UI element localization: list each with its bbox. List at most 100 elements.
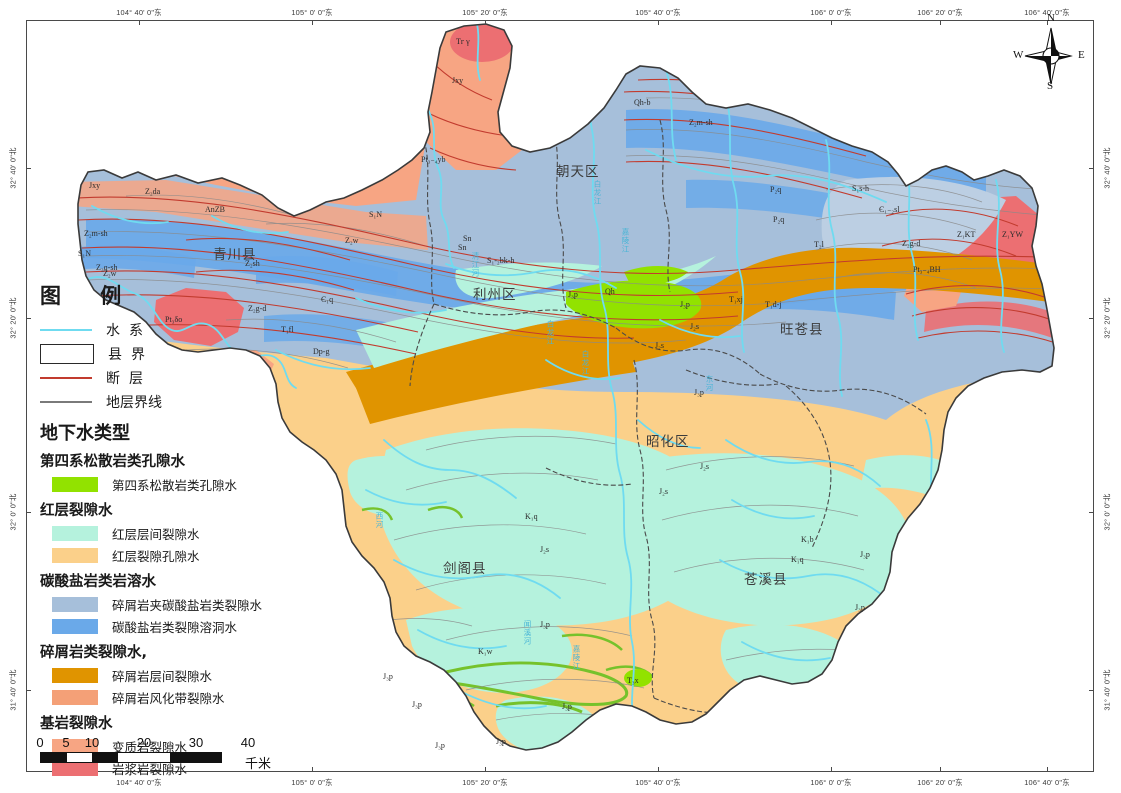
graticule-top-label-4: 106° 0' 0"东 — [810, 8, 852, 17]
scale-tick-0: 0 — [36, 735, 44, 750]
graticule-top-label-0: 104° 40' 0"东 — [116, 8, 162, 17]
scale-bar: 0 5 10 20 30 40 千米 — [36, 735, 275, 772]
legend-swatch-4-1 — [52, 760, 98, 776]
compass-w-label: W — [1013, 49, 1024, 61]
scale-segment-2 — [92, 753, 119, 762]
scale-segment-1 — [66, 753, 93, 762]
tick-left-1 — [26, 318, 31, 319]
legend-swatch-row-2-1: 碳酸盐岩类裂隙溶洞水 — [40, 616, 290, 636]
legend-swatch-3-1 — [52, 689, 98, 705]
county-boundary-layer — [409, 119, 927, 714]
tick-right-3 — [1089, 690, 1094, 691]
tick-top-0 — [139, 20, 140, 25]
tick-top-4 — [831, 20, 832, 25]
legend-swatch-2-1 — [52, 618, 98, 634]
tick-bottom-4 — [831, 767, 832, 772]
tick-bottom-1 — [312, 767, 313, 772]
tick-right-0 — [1089, 168, 1094, 169]
legend-swatch-label-1-1: 红层裂隙孔隙水 — [112, 548, 200, 564]
hydrogeological-map-canvas[interactable] — [26, 20, 1094, 772]
legend-swatch-0-0 — [52, 476, 98, 492]
legend-row-stratum-boundary: 地层界线 — [40, 391, 290, 412]
legend-swatch-4-0 — [52, 738, 98, 754]
graticule-left-label-2: 32° 0' 0"北 — [8, 493, 18, 531]
legend-row-fault: 断层 — [40, 367, 290, 388]
legend-group-heading-3: 碎屑岩类裂隙水, — [40, 645, 148, 661]
legend-title: 图 例 — [40, 284, 138, 308]
scale-bar-unit: 千米 — [245, 757, 272, 772]
compass-n-label: N — [1047, 12, 1055, 24]
graticule-right-label-3: 31° 40' 0"北 — [1102, 669, 1112, 711]
tick-top-3 — [658, 20, 659, 25]
compass-rose: N S E W — [1012, 12, 1090, 92]
legend-group-heading-2: 碳酸盐岩类岩溶水 — [40, 574, 156, 590]
legend-symbol-water-system — [40, 328, 92, 331]
graticule-bottom-label-2: 105° 20' 0"东 — [462, 778, 508, 787]
legend-swatch-row-0-0: 第四系松散岩类孔隙水 — [40, 474, 290, 494]
legend-swatch-1-0 — [52, 525, 98, 541]
map-neatline — [26, 20, 1094, 772]
scale-tick-20: 20 — [136, 735, 152, 750]
tick-right-2 — [1089, 512, 1094, 513]
graticule-top-label-2: 105° 20' 0"东 — [462, 8, 508, 17]
legend-swatch-label-3-1: 碎屑岩风化带裂隙水 — [112, 690, 225, 706]
legend-swatch-label-4-1: 岩浆岩裂隙水 — [112, 761, 188, 777]
graticule-top-label-3: 105° 40' 0"东 — [635, 8, 681, 17]
legend-swatch-row-4-1: 岩浆岩裂隙水 — [40, 758, 290, 778]
legend-swatch-3-0 — [52, 667, 98, 683]
legend-swatch-row-4-0: 变质岩裂隙水 — [40, 736, 290, 756]
legend-line-symbols: 水系 县界 断层 地层界线 — [40, 319, 290, 412]
legend-group-heading-0: 第四系松散岩类孔隙水 — [40, 454, 185, 470]
legend-swatch-label-2-0: 碎屑岩夹碳酸盐岩类裂隙水 — [112, 597, 263, 613]
water-system-layer — [85, 24, 1005, 750]
graticule-bottom-label-6: 106° 40' 0"东 — [1024, 778, 1070, 787]
city-outline — [77, 23, 1055, 751]
tick-top-6 — [1047, 20, 1048, 25]
tick-left-3 — [26, 690, 31, 691]
legend-swatch-row-3-0: 碎屑岩层间裂隙水 — [40, 665, 290, 685]
tick-bottom-0 — [139, 767, 140, 772]
legend-swatch-label-1-0: 红层层间裂隙水 — [112, 526, 200, 542]
graticule-bottom-label-5: 106° 20' 0"东 — [917, 778, 963, 787]
graticule-right-label-1: 32° 20' 0"北 — [1102, 297, 1112, 339]
legend-swatch-row-2-0: 碎屑岩夹碳酸盐岩类裂隙水 — [40, 594, 290, 614]
legend-groundwater-heading: 地下水类型 — [40, 423, 130, 444]
legend-swatch-row-1-0: 红层层间裂隙水 — [40, 523, 290, 543]
compass-e-label: E — [1078, 49, 1085, 61]
legend-swatch-label-0-0: 第四系松散岩类孔隙水 — [112, 477, 238, 493]
scale-segment-3 — [118, 753, 170, 762]
legend-color-groups: 第四系松散岩类孔隙水 第四系松散岩类孔隙水 红层裂隙水 红层层间裂隙水 红层裂隙孔隙水碳… — [40, 450, 290, 778]
legend-swatch-row-3-1: 碎屑岩风化带裂隙水 — [40, 687, 290, 707]
scale-segment-0 — [41, 753, 67, 762]
legend-swatch-2-0 — [52, 596, 98, 612]
tick-top-5 — [940, 20, 941, 25]
graticule-left-label-0: 32° 40' 0"北 — [8, 147, 18, 189]
scale-tick-40: 40 — [240, 735, 256, 750]
tick-bottom-3 — [658, 767, 659, 772]
graticule-right-label-2: 32° 0' 0"北 — [1102, 493, 1112, 531]
legend-group-heading-4: 基岩裂隙水 — [40, 716, 113, 732]
scale-bar-ticks: 0 5 10 20 30 40 — [36, 735, 275, 750]
graticule-top-label-1: 105° 0' 0"东 — [291, 8, 333, 17]
compass-s-label: S — [1047, 80, 1054, 92]
legend-row-water-system: 水系 — [40, 319, 290, 340]
tick-bottom-6 — [1047, 767, 1048, 772]
graticule-bottom-label-3: 105° 40' 0"东 — [635, 778, 681, 787]
graticule-bottom-label-1: 105° 0' 0"东 — [291, 778, 333, 787]
legend-symbol-county-boundary — [40, 343, 94, 364]
legend-swatch-label-2-1: 碳酸盐岩类裂隙溶洞水 — [112, 619, 238, 635]
scale-tick-5: 5 — [62, 735, 70, 750]
legend-swatch-label-4-0: 变质岩裂隙水 — [112, 739, 188, 755]
legend-swatch-row-1-1: 红层裂隙孔隙水 — [40, 545, 290, 565]
legend-label-stratum-boundary: 地层界线 — [106, 394, 162, 411]
fault-line-layer — [78, 59, 1054, 355]
tick-left-2 — [26, 512, 31, 513]
graticule-top-label-5: 106° 20' 0"东 — [917, 8, 963, 17]
graticule-top-label-6: 106° 40' 0"东 — [1024, 8, 1070, 17]
tick-top-2 — [485, 20, 486, 25]
legend-label-fault: 断层 — [106, 370, 152, 387]
scale-segment-4 — [169, 753, 221, 762]
legend-swatch-1-1 — [52, 547, 98, 563]
graticule-right-label-0: 32° 40' 0"北 — [1102, 147, 1112, 189]
